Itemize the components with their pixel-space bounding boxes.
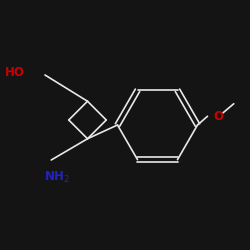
Text: NH$_2$: NH$_2$ [44, 170, 70, 185]
Text: HO: HO [5, 66, 25, 79]
Text: O: O [214, 110, 224, 123]
